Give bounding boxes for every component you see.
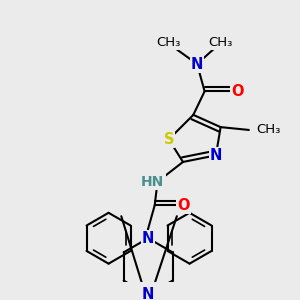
Text: N: N (142, 231, 154, 246)
Text: HN: HN (141, 175, 164, 189)
Text: S: S (164, 132, 174, 147)
Text: N: N (210, 148, 222, 163)
Text: O: O (178, 198, 190, 213)
Text: CH₃: CH₃ (208, 36, 233, 49)
Text: N: N (142, 287, 154, 300)
Text: O: O (231, 84, 244, 99)
Text: CH₃: CH₃ (157, 36, 181, 49)
Text: CH₃: CH₃ (256, 123, 281, 136)
Text: N: N (191, 56, 203, 71)
